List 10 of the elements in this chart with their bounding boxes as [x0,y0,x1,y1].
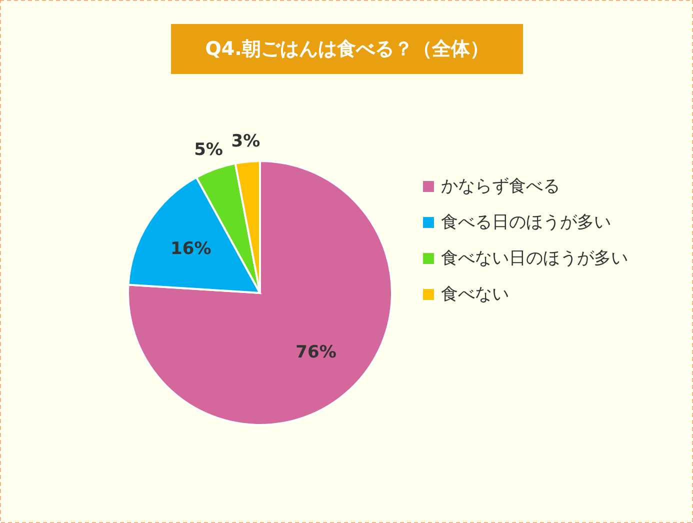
legend-label: かならず食べる [441,176,560,196]
data-label: 3% [231,132,260,152]
data-label: 5% [194,140,223,160]
legend-label: 食べる日のほうが多い [441,212,611,232]
legend-label: 食べない [441,284,509,304]
chart-title: Q4.朝ごはんは食べる？（全体） [205,38,489,60]
data-label: 76% [296,342,336,363]
pie-slice [127,160,393,426]
data-label: 16% [170,239,212,260]
legend-label: 食べない日のほうが多い [441,248,628,268]
